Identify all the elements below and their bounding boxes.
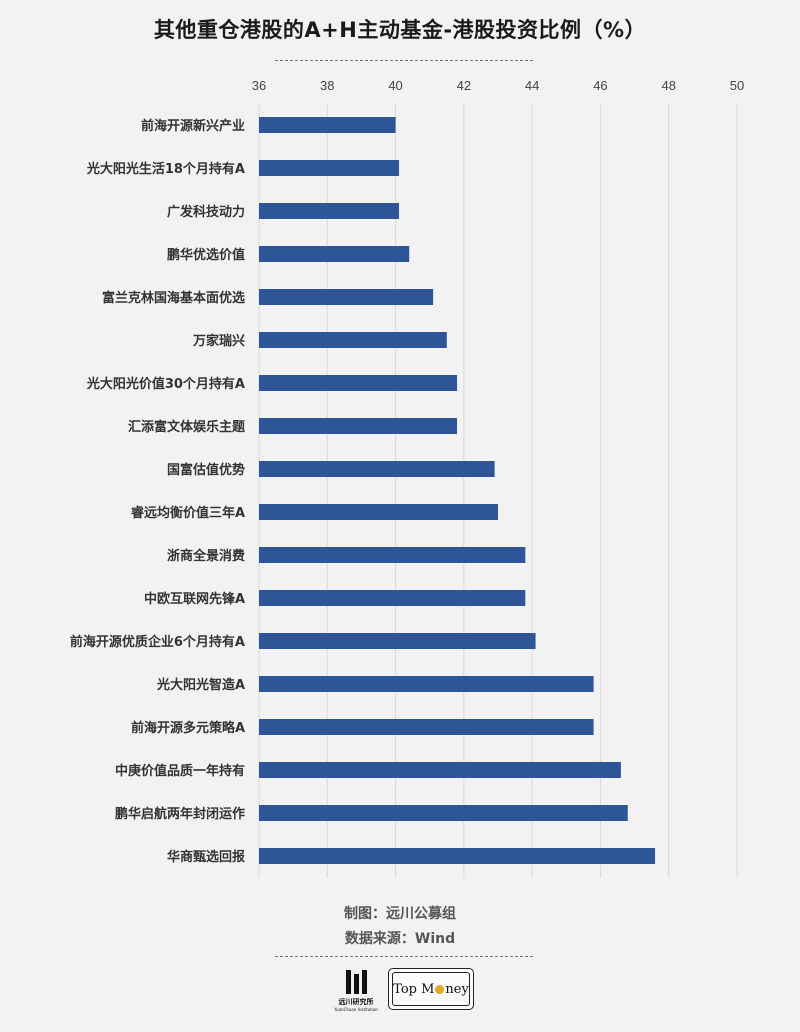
x-tick-label: 40 bbox=[388, 78, 402, 93]
bar bbox=[259, 805, 628, 821]
x-tick-label: 50 bbox=[730, 78, 744, 93]
x-tick-label: 42 bbox=[457, 78, 471, 93]
bars bbox=[259, 117, 656, 864]
yuanchuan-logo-en: YuanChuan Institution bbox=[334, 1007, 378, 1012]
category-label: 广发科技动力 bbox=[167, 204, 245, 220]
chart-title: 其他重仓港股的A+H主动基金-港股投资比例（%） bbox=[153, 18, 647, 42]
x-tick-label: 44 bbox=[525, 78, 539, 93]
topmoney-logo-text-pre: Top M bbox=[393, 981, 435, 997]
bar bbox=[259, 719, 594, 735]
category-label: 鹏华启航两年封闭运作 bbox=[115, 806, 245, 822]
footer-divider bbox=[275, 956, 533, 957]
category-label: 富兰克林国海基本面优选 bbox=[102, 290, 245, 306]
category-label: 前海开源新兴产业 bbox=[141, 118, 245, 134]
category-label: 汇添富文体娱乐主题 bbox=[128, 419, 246, 435]
x-tick-label: 38 bbox=[320, 78, 334, 93]
category-label: 前海开源优质企业6个月持有A bbox=[70, 634, 245, 650]
bar bbox=[259, 289, 434, 305]
category-label: 中欧互联网先锋A bbox=[144, 591, 245, 607]
category-label: 华商甄选回报 bbox=[167, 849, 246, 865]
grid-lines bbox=[258, 103, 738, 878]
yuanchuan-logo-cn: 远川研究所 bbox=[338, 998, 374, 1006]
bar bbox=[259, 117, 396, 133]
category-label: 前海开源多元策略A bbox=[131, 720, 245, 736]
data-source: 数据来源：Wind bbox=[344, 931, 456, 947]
category-label: 浙商全景消费 bbox=[167, 548, 245, 564]
bar bbox=[259, 633, 536, 649]
bar bbox=[259, 590, 526, 606]
bar bbox=[259, 160, 399, 176]
bar bbox=[259, 762, 621, 778]
x-axis-ticks: 36 38 40 42 44 46 48 50 bbox=[252, 78, 744, 93]
category-label: 国富估值优势 bbox=[167, 462, 245, 478]
category-label: 万家瑞兴 bbox=[192, 333, 245, 349]
category-label: 中庚价值品质一年持有 bbox=[115, 763, 245, 779]
title-divider bbox=[275, 60, 533, 61]
x-tick-label: 48 bbox=[661, 78, 675, 93]
bar bbox=[259, 461, 495, 477]
category-label: 光大阳光价值30个月持有A bbox=[86, 376, 245, 392]
category-label: 光大阳光智造A bbox=[156, 677, 245, 693]
bar bbox=[259, 504, 498, 520]
category-label: 睿远均衡价值三年A bbox=[131, 505, 245, 521]
category-label: 光大阳光生活18个月持有A bbox=[86, 161, 245, 177]
yuanchuan-logo: 远川研究所 YuanChuan Institution bbox=[331, 966, 381, 1012]
bar bbox=[259, 547, 526, 563]
bar bbox=[259, 418, 458, 434]
bar bbox=[259, 246, 410, 262]
x-tick-label: 36 bbox=[252, 78, 266, 93]
topmoney-logo: Top M ney bbox=[388, 968, 474, 1010]
category-label: 鹏华优选价值 bbox=[167, 247, 245, 263]
bar bbox=[259, 203, 399, 219]
bar bbox=[259, 676, 594, 692]
x-tick-label: 46 bbox=[593, 78, 607, 93]
bar bbox=[259, 375, 458, 391]
bar bbox=[259, 848, 656, 864]
chart-credit: 制图：远川公募组 bbox=[344, 906, 456, 922]
bar bbox=[259, 332, 447, 348]
topmoney-logo-text-post: ney bbox=[445, 981, 469, 997]
yuanchuan-logo-mark bbox=[331, 968, 381, 994]
coin-icon bbox=[435, 984, 445, 994]
